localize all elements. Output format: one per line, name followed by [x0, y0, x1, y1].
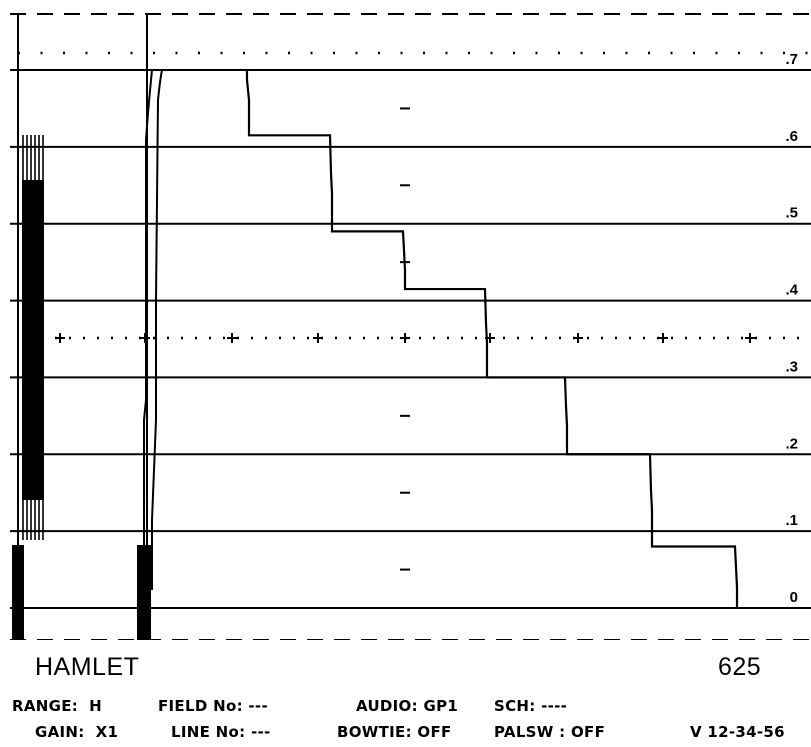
sync-rise-1 [143, 69, 153, 545]
scale-label: .5 [785, 205, 798, 222]
graticule-cross [55, 333, 65, 343]
scale-label: .7 [785, 51, 798, 68]
bowtie-readout: BOWTIE: OFF [337, 723, 452, 741]
scale-label: .3 [785, 358, 798, 375]
colour-burst-block [22, 180, 44, 500]
graticule-cross [227, 333, 237, 343]
palsw-readout: PALSW : OFF [494, 723, 606, 741]
sync-pulse-left [12, 545, 24, 640]
sync-pulses [12, 14, 163, 640]
graticule-cross [658, 333, 668, 343]
graticule-cross [573, 333, 583, 343]
graticule-cross [400, 333, 410, 343]
scale-label: 0 [790, 589, 798, 606]
waveform-display: .7 .6 .5 .4 .3 .2 .1 0 [10, 13, 811, 640]
gain-readout: GAIN: X1 [35, 723, 119, 741]
range-readout: RANGE: H [12, 697, 102, 715]
audio-readout: AUDIO: GP1 [356, 697, 459, 715]
waveform-trace [245, 70, 739, 608]
line-number-readout: LINE No: --- [171, 723, 271, 741]
brand-label: HAMLET [35, 653, 140, 681]
staircase-path [245, 70, 739, 608]
scale-label: .2 [785, 435, 798, 452]
line-standard-label: 625 [718, 653, 762, 681]
field-number-readout: FIELD No: --- [158, 697, 268, 715]
graticule-scale: .7 .6 .5 .4 .3 .2 .1 0 [785, 51, 798, 606]
version-readout: V 12-34-56 [690, 723, 785, 741]
sch-readout: SCH: ---- [494, 697, 568, 715]
sync-rise-2 [151, 69, 163, 590]
graticule-cross [745, 333, 755, 343]
scale-label: .1 [785, 512, 798, 529]
sync-pulse-right [137, 545, 151, 640]
scale-label: .6 [785, 128, 798, 145]
scale-label: .4 [785, 282, 798, 299]
graticule-cross [313, 333, 323, 343]
